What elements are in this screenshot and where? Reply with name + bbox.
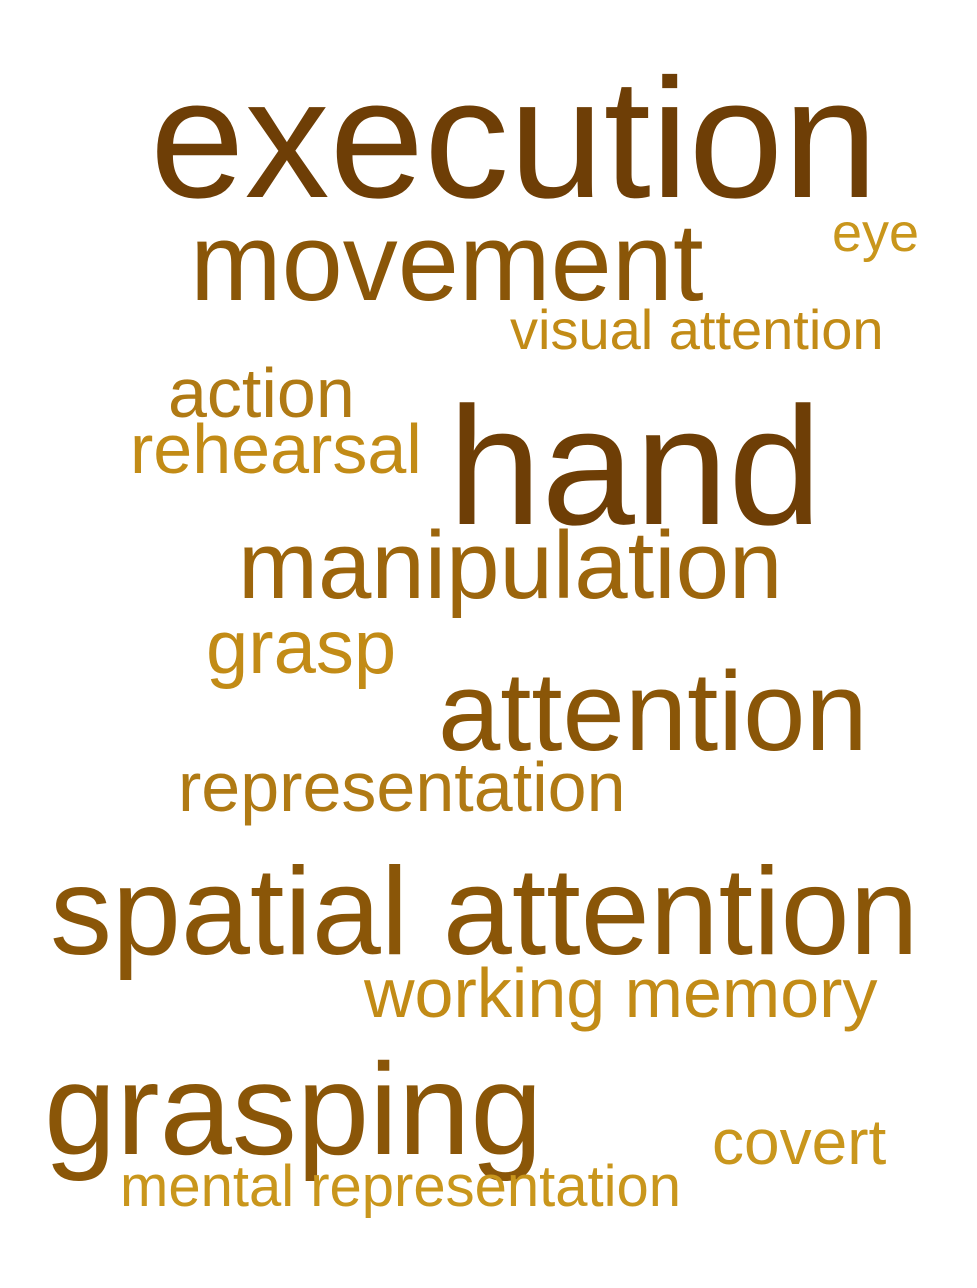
word-manipulation: manipulation (238, 512, 783, 619)
word-visual-attention: visual attention (510, 298, 884, 361)
word-execution: execution (150, 44, 878, 234)
word-covert: covert (712, 1106, 887, 1178)
word-attention: attention (438, 649, 868, 774)
word-hand: hand (448, 372, 822, 560)
word-grasping: grasping (44, 1036, 543, 1182)
word-movement: movement (190, 201, 704, 324)
word-mental-representation: mental representation (120, 1154, 681, 1219)
word-representation: representation (178, 748, 626, 826)
word-eye: eye (832, 203, 920, 263)
word-spatial-attention: spatial attention (50, 843, 919, 981)
word-rehearsal: rehearsal (130, 410, 422, 488)
word-action: action (168, 354, 355, 432)
word-working-memory: working memory (364, 954, 878, 1032)
word-grasp: grasp (206, 605, 397, 690)
